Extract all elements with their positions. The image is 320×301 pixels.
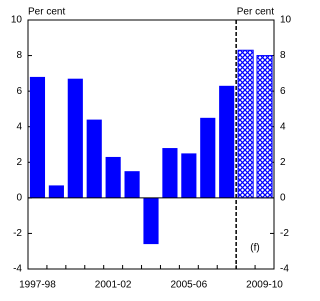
y-tick-label-right: -4 bbox=[280, 264, 289, 275]
bar bbox=[237, 49, 254, 199]
annotation: (f) bbox=[250, 243, 259, 254]
bar bbox=[162, 148, 178, 198]
bar bbox=[29, 76, 46, 198]
y-tick-label: 6 bbox=[16, 86, 22, 97]
y-tick-label-right: -2 bbox=[280, 228, 289, 239]
bar bbox=[143, 197, 159, 245]
y-tick-label: 10 bbox=[11, 15, 23, 26]
y-tick-label-right: 10 bbox=[280, 15, 292, 26]
y-tick-label-right: 6 bbox=[280, 86, 286, 97]
x-tick-label: 2005-06 bbox=[170, 280, 207, 291]
bar bbox=[219, 85, 235, 198]
y-tick-label-right: 8 bbox=[280, 50, 286, 61]
x-tick-label: 1997-98 bbox=[19, 280, 56, 291]
bar bbox=[105, 156, 121, 198]
bar bbox=[181, 153, 197, 198]
y-tick-label: -2 bbox=[13, 228, 22, 239]
y-tick-label: 0 bbox=[16, 192, 22, 203]
bar bbox=[67, 78, 83, 198]
y-axis-label-right: Per cent bbox=[237, 7, 274, 18]
chart: Per cent Per cent (f) -4 -4 -2 -2 0 0 2 2 4 4 6 6 8 8… bbox=[11, 7, 292, 291]
plot-frame bbox=[27, 19, 275, 270]
bar bbox=[48, 185, 64, 198]
bar bbox=[124, 171, 140, 198]
y-tick-label-right: 2 bbox=[280, 157, 286, 168]
y-tick-label: 4 bbox=[16, 121, 22, 132]
y-axis-label: Per cent bbox=[28, 7, 65, 18]
bar bbox=[86, 119, 102, 198]
bar bbox=[256, 55, 273, 199]
x-tick-label: 2001-02 bbox=[95, 280, 132, 291]
y-tick-label: -4 bbox=[13, 264, 22, 275]
y-tick-label: 8 bbox=[16, 50, 22, 61]
bar bbox=[200, 117, 216, 198]
x-tick-label: 2009-10 bbox=[246, 280, 283, 291]
y-tick-label-right: 0 bbox=[280, 192, 286, 203]
y-tick-label: 2 bbox=[16, 157, 22, 168]
y-tick-label-right: 4 bbox=[280, 121, 286, 132]
